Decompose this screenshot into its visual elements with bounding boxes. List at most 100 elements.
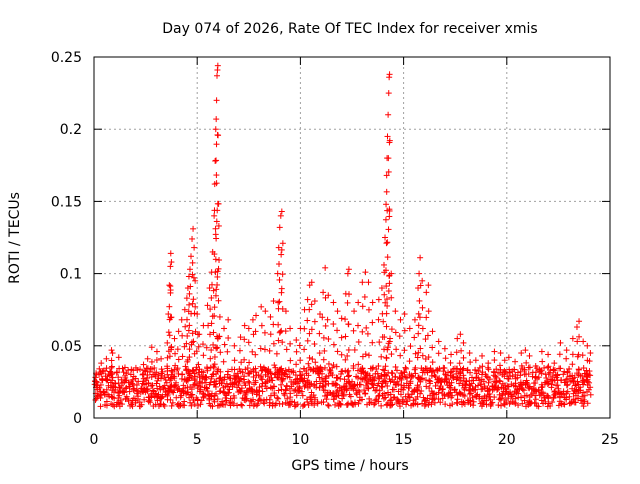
- data-point: [217, 349, 224, 356]
- data-point: [414, 393, 421, 400]
- data-point: [324, 401, 331, 408]
- data-point: [280, 375, 287, 382]
- data-point: [356, 388, 363, 395]
- data-point: [383, 283, 390, 290]
- data-point: [281, 392, 288, 399]
- data-point: [126, 388, 133, 395]
- data-point: [334, 374, 341, 381]
- data-point: [518, 350, 525, 357]
- data-point: [538, 367, 545, 374]
- data-point: [416, 270, 423, 277]
- data-point: [182, 323, 189, 330]
- data-point: [241, 336, 248, 343]
- data-point: [572, 382, 579, 389]
- data-point: [252, 328, 259, 335]
- data-point: [153, 348, 160, 355]
- data-point: [216, 333, 223, 340]
- data-point: [338, 385, 345, 392]
- data-point: [403, 365, 410, 372]
- data-point: [485, 360, 492, 367]
- data-point: [580, 338, 587, 345]
- x-tick-label: 0: [90, 432, 99, 448]
- data-point: [132, 399, 139, 406]
- data-point: [293, 392, 300, 399]
- data-point: [511, 388, 518, 395]
- data-point: [97, 388, 104, 395]
- data-point: [580, 403, 587, 410]
- y-tick-label: 0.1: [60, 267, 82, 283]
- data-point: [383, 201, 390, 208]
- data-point: [279, 339, 286, 346]
- data-point: [330, 341, 337, 348]
- data-point: [316, 350, 323, 357]
- data-point: [305, 360, 312, 367]
- data-point: [237, 388, 244, 395]
- data-point: [275, 244, 282, 251]
- data-point: [266, 347, 273, 354]
- data-point: [526, 364, 533, 371]
- data-point: [206, 381, 213, 388]
- data-point: [490, 372, 497, 379]
- data-point: [325, 360, 332, 367]
- data-point: [191, 244, 198, 251]
- data-point: [256, 396, 263, 403]
- data-point: [219, 398, 226, 405]
- data-point: [227, 402, 234, 409]
- data-point: [189, 259, 196, 266]
- data-point: [506, 366, 513, 373]
- data-point: [282, 399, 289, 406]
- data-point: [456, 380, 463, 387]
- data-point: [213, 378, 220, 385]
- data-point: [276, 298, 283, 305]
- data-point: [425, 282, 432, 289]
- data-point: [472, 357, 479, 364]
- data-point: [453, 376, 460, 383]
- data-point: [185, 273, 192, 280]
- tick-layer: 0 0.05 0.1 0.15 0.2 0.25 0 5 10 15 20 25: [51, 50, 619, 448]
- data-point: [271, 362, 278, 369]
- data-point: [547, 402, 554, 409]
- data-point: [521, 366, 528, 373]
- data-point: [447, 372, 454, 379]
- data-point: [202, 373, 209, 380]
- data-point: [190, 397, 197, 404]
- data-point: [387, 378, 394, 385]
- data-point: [408, 391, 415, 398]
- data-point: [466, 381, 473, 388]
- data-point: [267, 392, 274, 399]
- data-point: [185, 327, 192, 334]
- data-point: [393, 346, 400, 353]
- data-point: [552, 388, 559, 395]
- data-point: [395, 397, 402, 404]
- data-point: [386, 213, 393, 220]
- data-point: [108, 357, 115, 364]
- data-point: [554, 371, 561, 378]
- data-point: [267, 369, 274, 376]
- data-point: [231, 380, 238, 387]
- data-point: [479, 363, 486, 370]
- data-point: [196, 331, 203, 338]
- data-point: [382, 216, 389, 223]
- data-point: [200, 373, 207, 380]
- data-point: [319, 314, 326, 321]
- data-point: [238, 385, 245, 392]
- data-point: [308, 380, 315, 387]
- data-point: [512, 400, 519, 407]
- data-point: [318, 375, 325, 382]
- data-point: [207, 306, 214, 313]
- data-point: [375, 380, 382, 387]
- data-point: [187, 399, 194, 406]
- data-point: [435, 389, 442, 396]
- data-point: [494, 385, 501, 392]
- data-point: [431, 399, 438, 406]
- data-point: [532, 392, 539, 399]
- data-point: [325, 380, 332, 387]
- data-point: [359, 303, 366, 310]
- data-point: [584, 342, 591, 349]
- data-point: [333, 381, 340, 388]
- data-point: [245, 378, 252, 385]
- data-point: [418, 387, 425, 394]
- data-point: [380, 318, 387, 325]
- data-point: [211, 398, 218, 405]
- data-point: [225, 335, 232, 342]
